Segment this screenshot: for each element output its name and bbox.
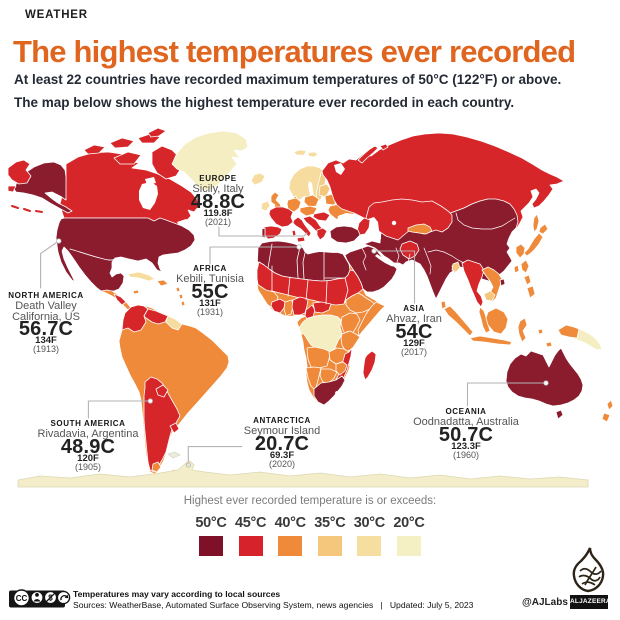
svg-text:CC: CC [16, 594, 28, 603]
